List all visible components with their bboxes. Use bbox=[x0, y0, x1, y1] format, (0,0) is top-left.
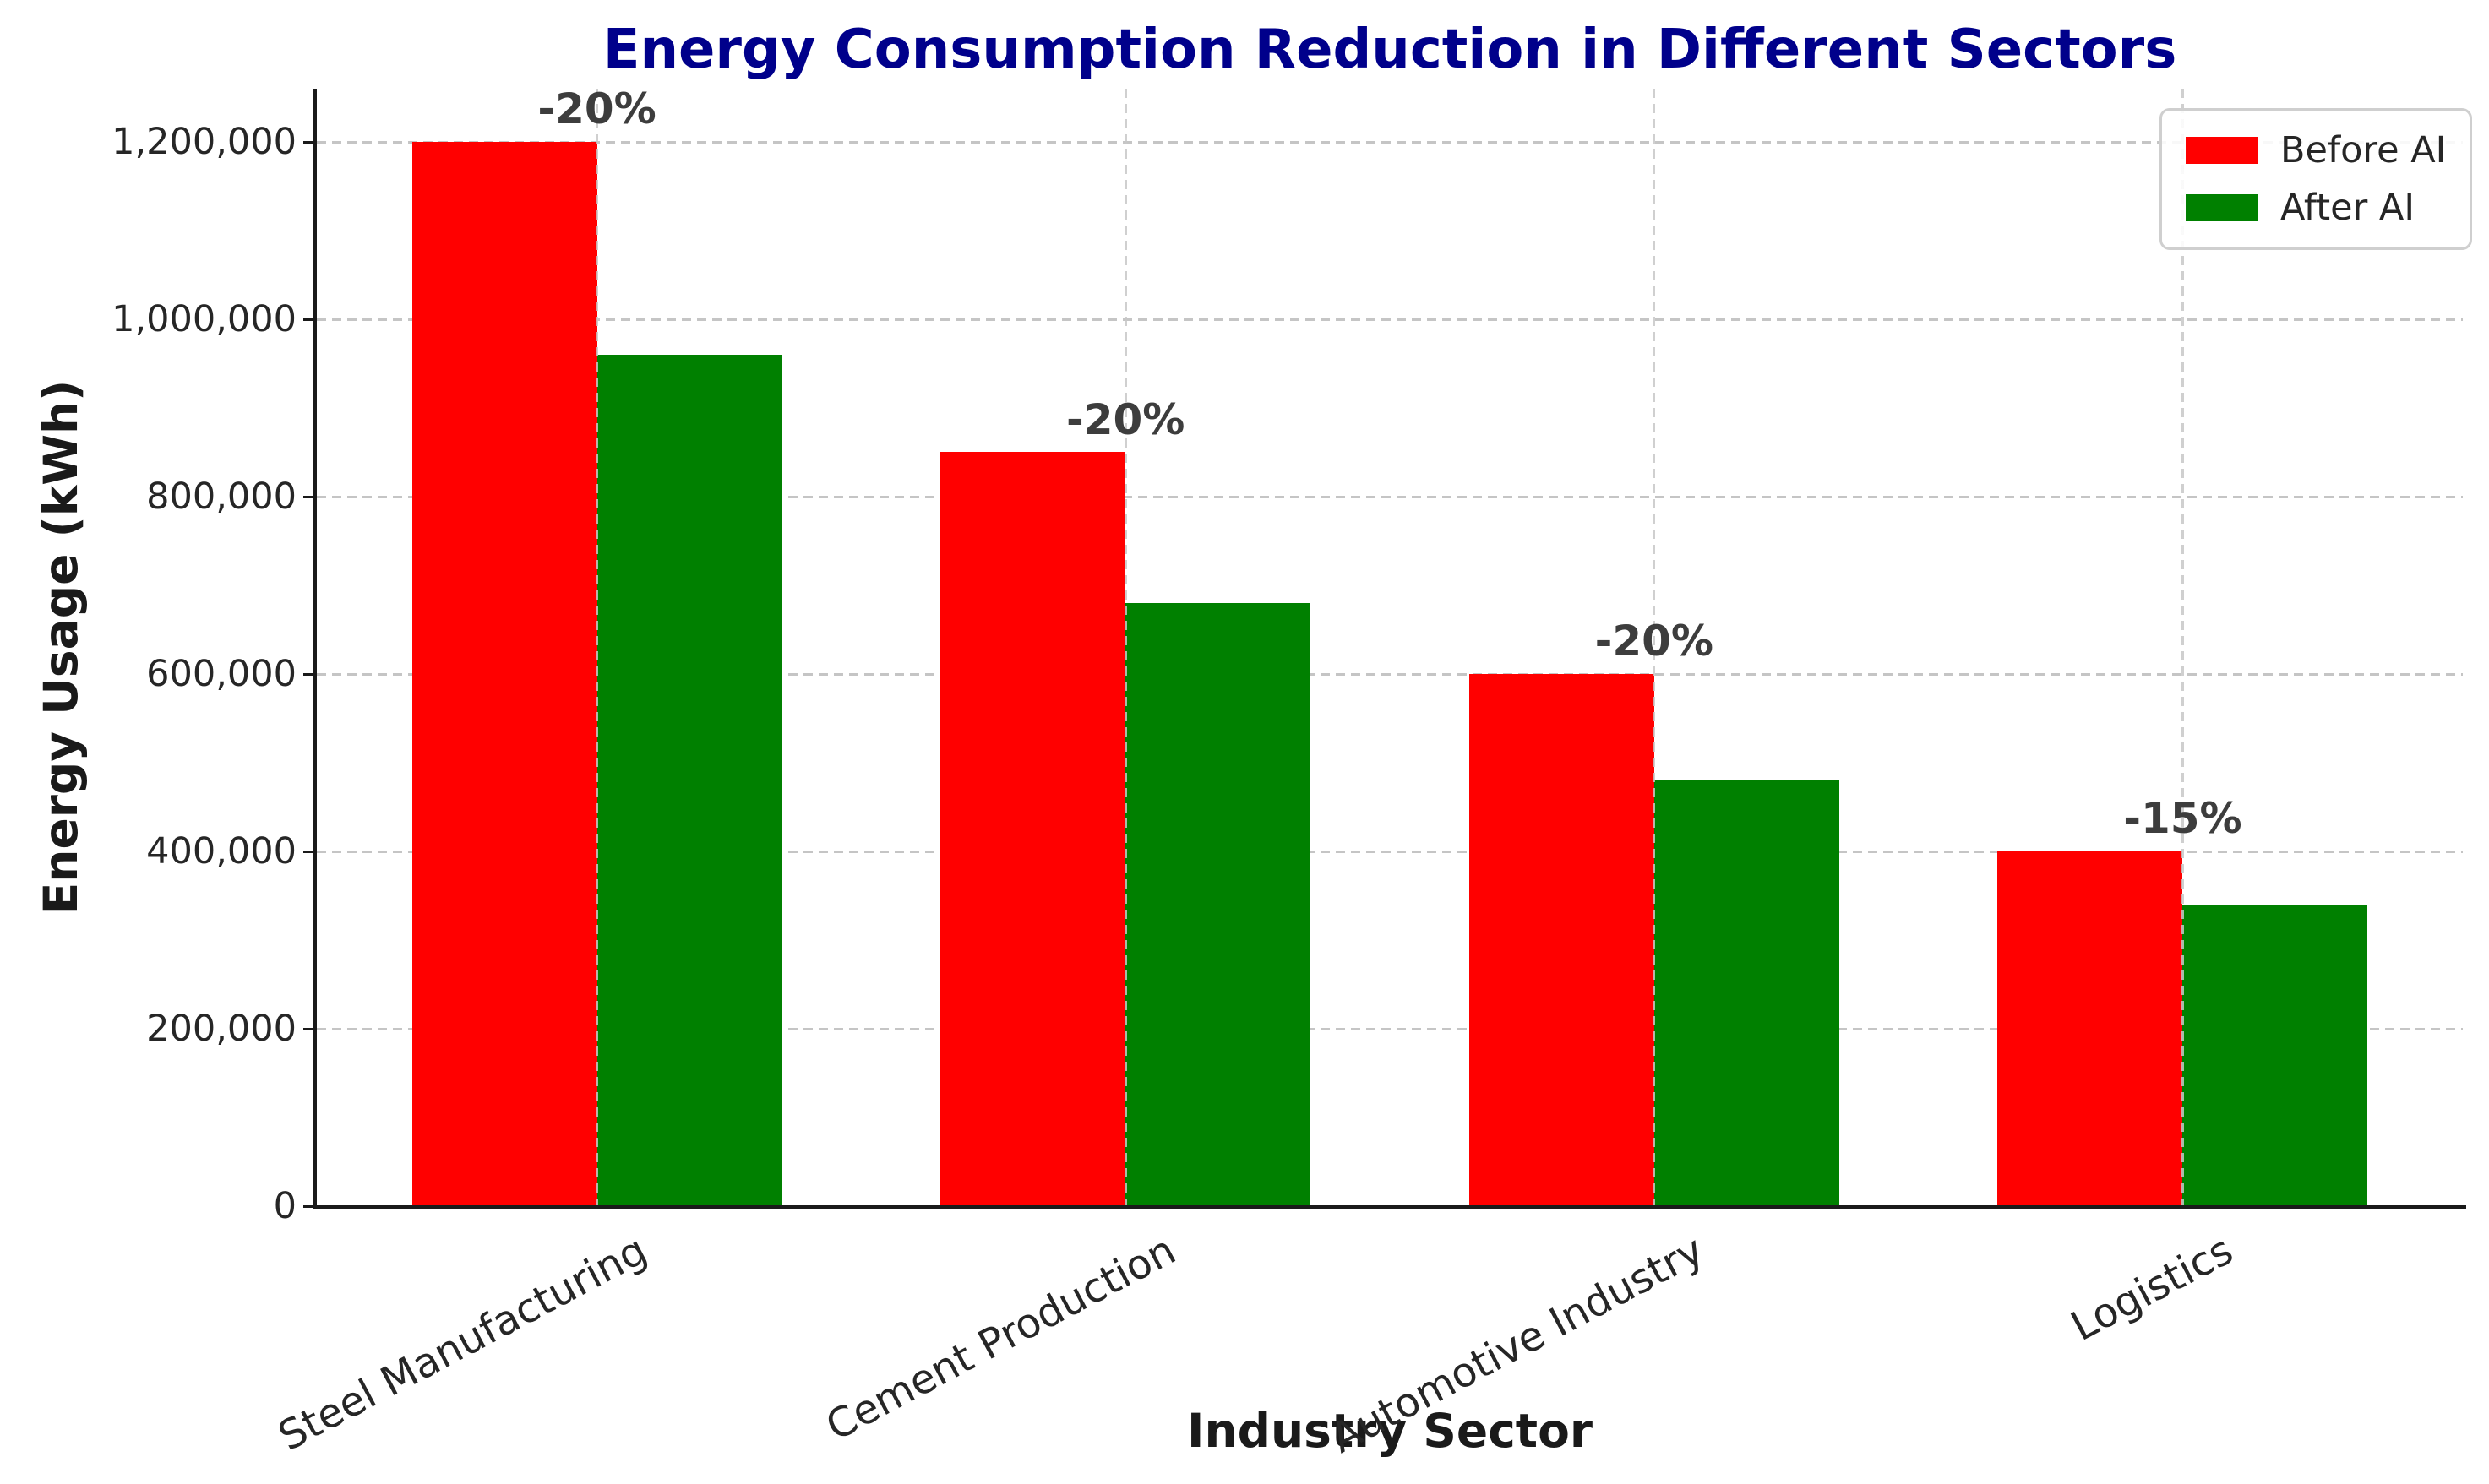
x-axis-label: Industry Sector bbox=[1186, 1404, 1593, 1458]
bar-after-ai-automotive-industry bbox=[1654, 780, 1839, 1206]
y-tick-label: 600,000 bbox=[146, 653, 297, 695]
reduction-annotation-automotive-industry: -20% bbox=[1594, 617, 1714, 666]
bar-after-ai-steel-manufacturing bbox=[597, 355, 782, 1206]
gridline-vertical bbox=[1653, 89, 1656, 1206]
after-ai-color-swatch bbox=[2186, 194, 2258, 221]
reduction-annotation-cement-production: -20% bbox=[1065, 394, 1185, 444]
bar-before-ai-cement-production bbox=[940, 452, 1125, 1206]
legend-item-after-ai: After AI bbox=[2186, 187, 2446, 229]
y-tick-mark bbox=[303, 1027, 317, 1030]
y-tick-mark bbox=[303, 140, 317, 144]
gridline-vertical bbox=[1124, 89, 1127, 1206]
legend-label-after-ai: After AI bbox=[2280, 187, 2415, 229]
gridline-horizontal bbox=[317, 495, 2463, 498]
y-axis-label: Energy Usage (kWh) bbox=[34, 379, 88, 915]
y-tick-label: 0 bbox=[273, 1185, 297, 1227]
reduction-annotation-logistics: -15% bbox=[2123, 794, 2242, 843]
x-axis-spine bbox=[313, 1205, 2466, 1209]
y-tick-label: 200,000 bbox=[146, 1008, 297, 1050]
y-axis-spine bbox=[313, 89, 317, 1209]
gridline-horizontal bbox=[317, 140, 2463, 144]
reduction-annotation-steel-manufacturing: -20% bbox=[537, 84, 656, 133]
legend-item-before-ai: Before AI bbox=[2186, 129, 2446, 171]
gridline-horizontal bbox=[317, 1027, 2463, 1030]
legend: Before AI After AI bbox=[2159, 108, 2473, 250]
y-tick-mark bbox=[303, 318, 317, 321]
y-tick-label: 1,200,000 bbox=[112, 121, 297, 163]
gridline-vertical bbox=[2181, 89, 2184, 1206]
gridline-horizontal bbox=[317, 672, 2463, 676]
legend-label-before-ai: Before AI bbox=[2280, 129, 2447, 171]
gridline-vertical bbox=[596, 89, 599, 1206]
gridline-horizontal bbox=[317, 318, 2463, 321]
chart-title: Energy Consumption Reduction in Differen… bbox=[602, 19, 2177, 81]
y-tick-mark bbox=[303, 495, 317, 498]
y-tick-mark bbox=[303, 850, 317, 853]
x-category-label-logistics: Logistics bbox=[2063, 1226, 2241, 1351]
y-tick-mark bbox=[303, 672, 317, 676]
bar-after-ai-cement-production bbox=[1125, 603, 1310, 1206]
bar-before-ai-logistics bbox=[1997, 851, 2182, 1206]
y-tick-label: 1,000,000 bbox=[112, 298, 297, 340]
bar-before-ai-automotive-industry bbox=[1469, 674, 1654, 1206]
before-ai-color-swatch bbox=[2186, 137, 2258, 164]
y-tick-label: 800,000 bbox=[146, 476, 297, 518]
gridline-horizontal bbox=[317, 850, 2463, 853]
y-tick-label: 400,000 bbox=[146, 830, 297, 872]
bar-after-ai-logistics bbox=[2182, 905, 2367, 1206]
y-tick-mark bbox=[303, 1204, 317, 1208]
bar-before-ai-steel-manufacturing bbox=[412, 142, 597, 1206]
